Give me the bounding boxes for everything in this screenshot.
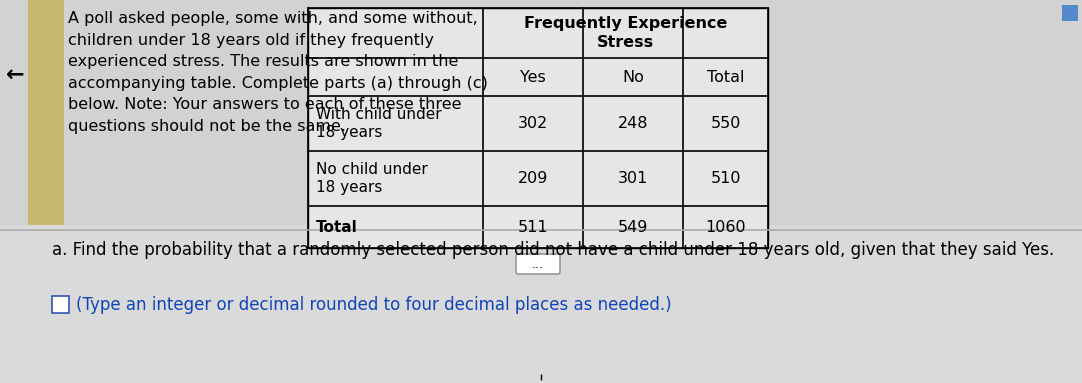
Text: a. Find the probability that a randomly selected person did not have a child und: a. Find the probability that a randomly … — [52, 241, 1054, 259]
Text: Total: Total — [316, 219, 358, 234]
Text: (Type an integer or decimal rounded to four decimal places as needed.): (Type an integer or decimal rounded to f… — [76, 296, 672, 314]
Text: 248: 248 — [618, 116, 648, 131]
Text: 301: 301 — [618, 171, 648, 186]
FancyBboxPatch shape — [28, 0, 64, 225]
Text: Frequently Experience
Stress: Frequently Experience Stress — [524, 16, 727, 50]
Text: 511: 511 — [517, 219, 549, 234]
Text: 550: 550 — [710, 116, 741, 131]
Text: 302: 302 — [518, 116, 549, 131]
Text: 1060: 1060 — [705, 219, 745, 234]
Text: A poll asked people, some with, and some without,
children under 18 years old if: A poll asked people, some with, and some… — [68, 11, 488, 134]
FancyBboxPatch shape — [0, 225, 1082, 383]
Text: No: No — [622, 69, 644, 85]
FancyBboxPatch shape — [0, 0, 1082, 225]
FancyBboxPatch shape — [52, 296, 69, 313]
Text: 209: 209 — [518, 171, 549, 186]
Text: Total: Total — [707, 69, 744, 85]
Text: No child under
18 years: No child under 18 years — [316, 162, 427, 195]
Text: ...: ... — [532, 257, 544, 270]
Text: 549: 549 — [618, 219, 648, 234]
FancyBboxPatch shape — [308, 8, 768, 248]
FancyBboxPatch shape — [1063, 5, 1078, 21]
Text: 510: 510 — [710, 171, 741, 186]
FancyBboxPatch shape — [516, 254, 560, 274]
Text: ←: ← — [5, 65, 24, 85]
Text: Yes: Yes — [520, 69, 546, 85]
Text: With child under
18 years: With child under 18 years — [316, 107, 441, 140]
